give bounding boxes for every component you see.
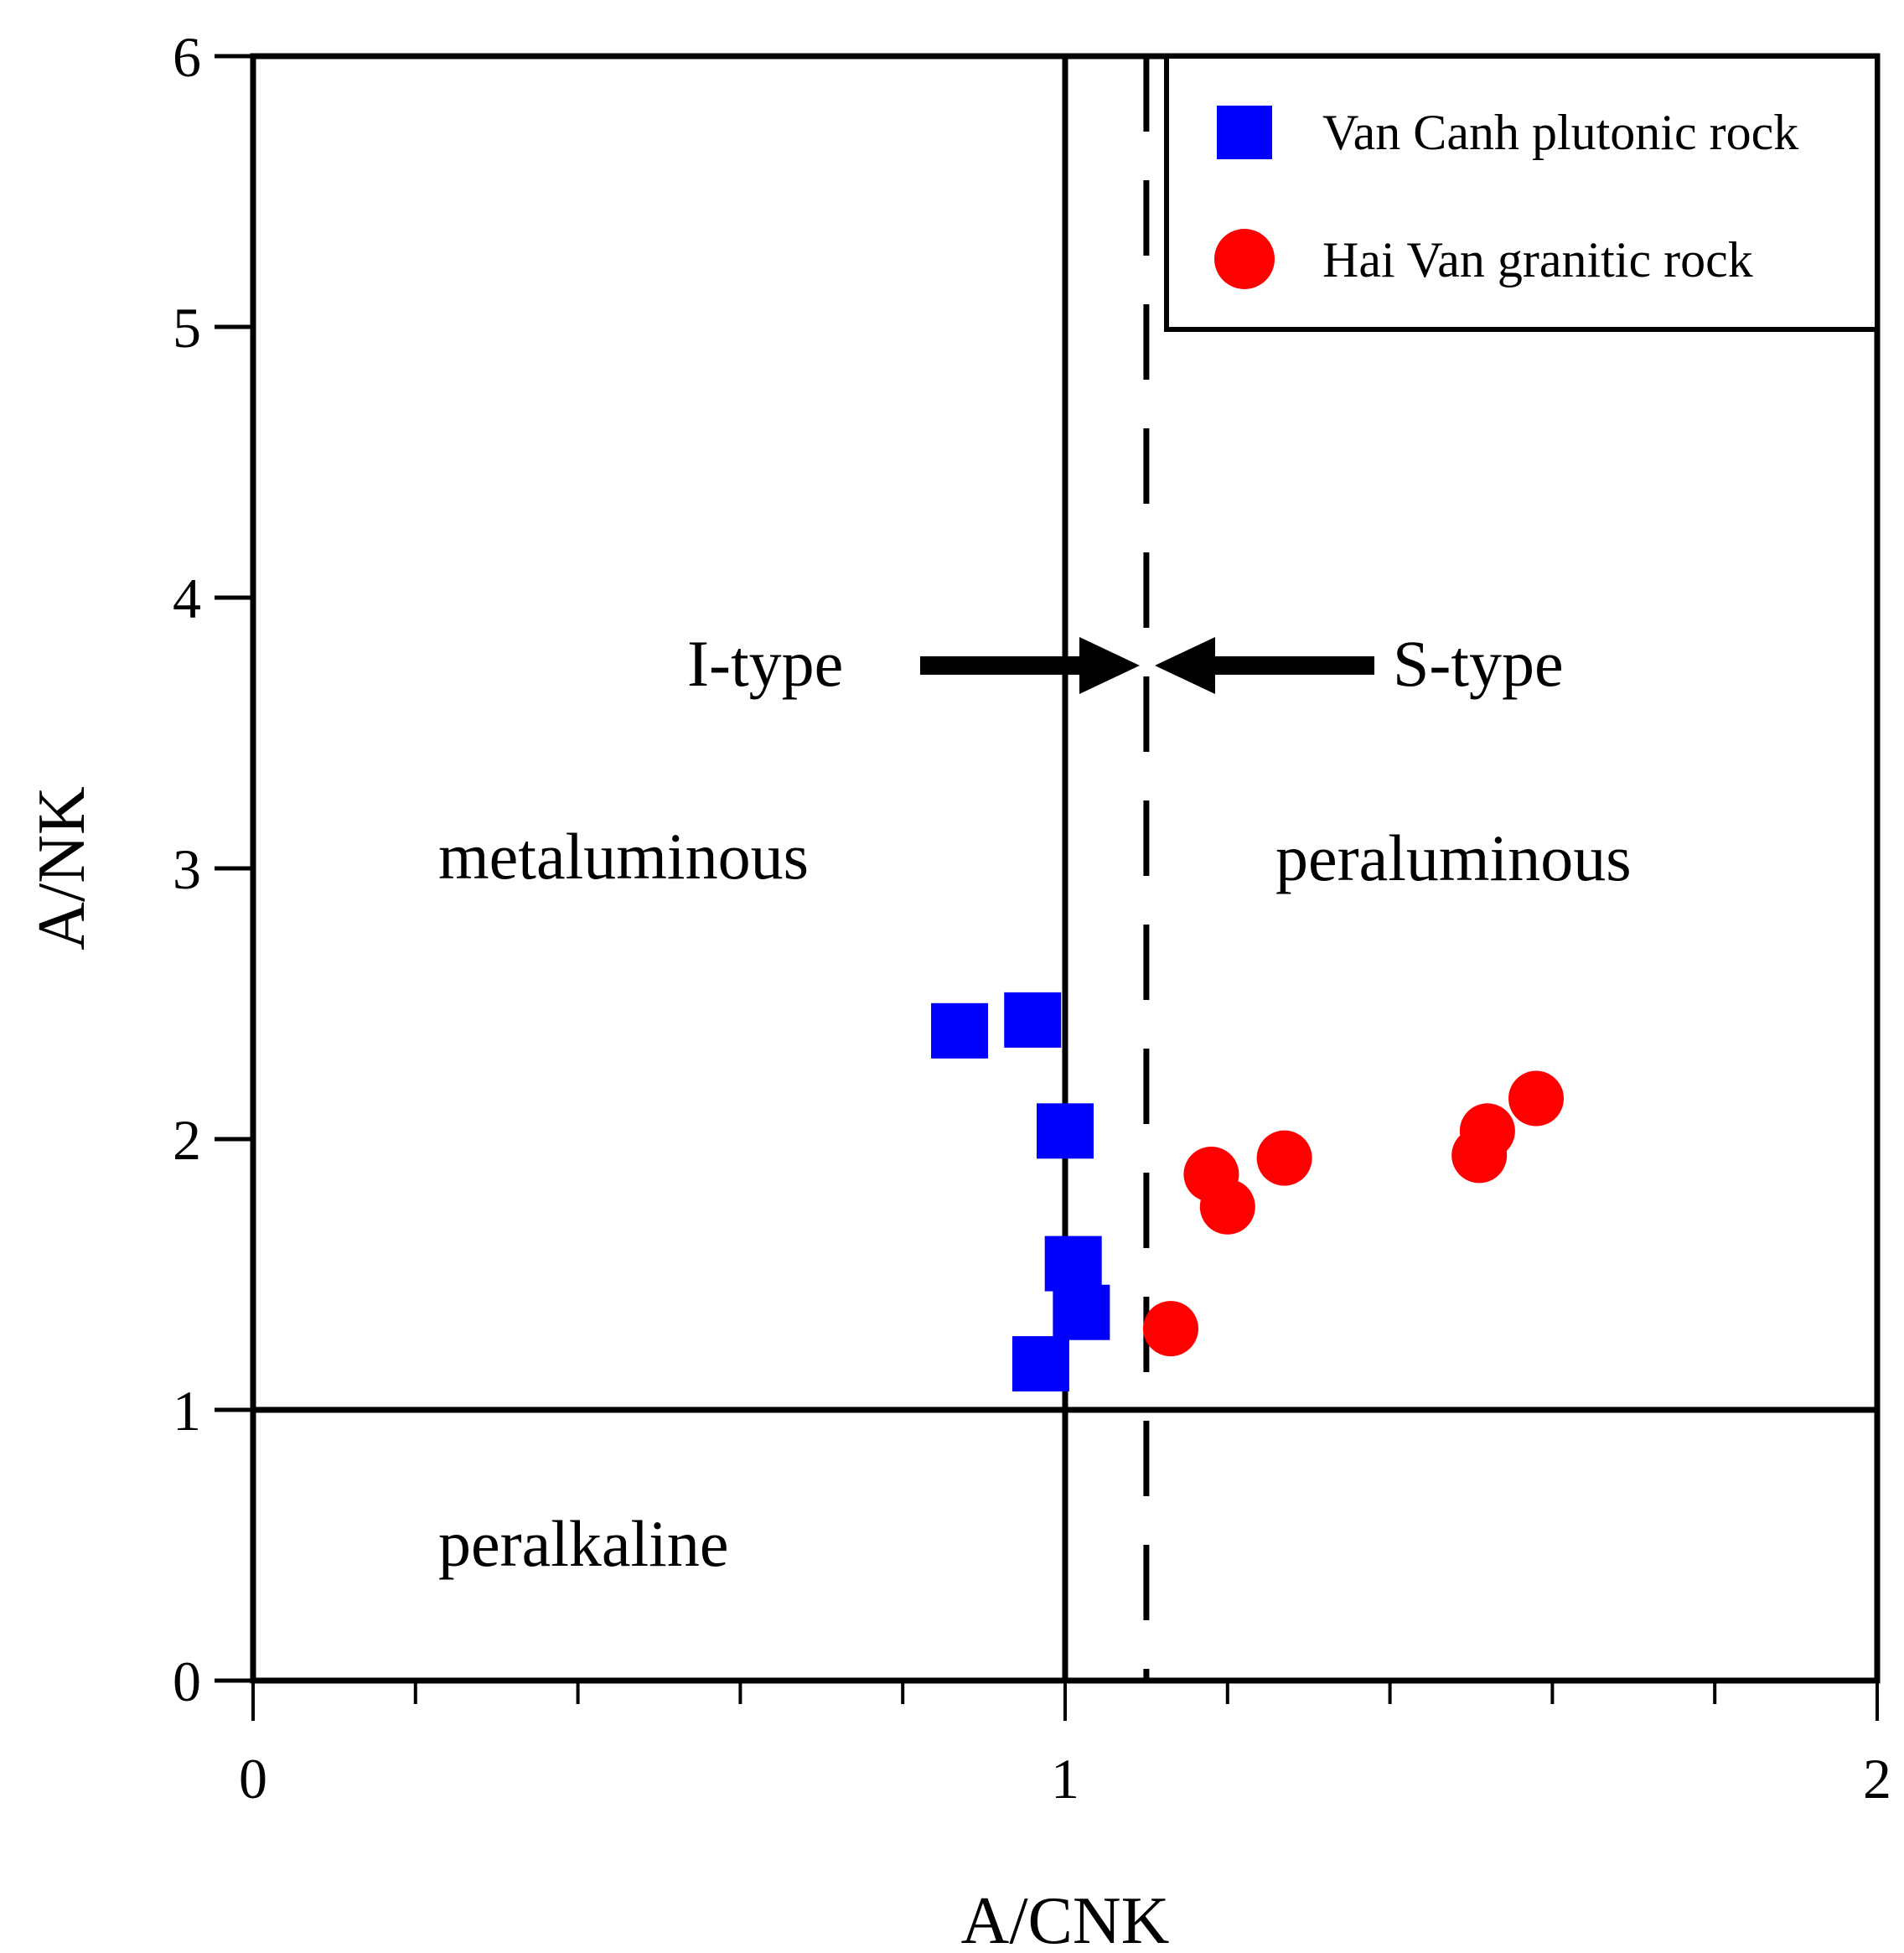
van-canh-point — [1053, 1284, 1110, 1340]
y-tick-label-0: 0 — [173, 1650, 201, 1713]
y-tick-label-6: 6 — [173, 25, 201, 89]
y-tick-label-5: 5 — [173, 296, 201, 360]
legend: Van Canh plutonic rock Hai Van granitic … — [1164, 54, 1880, 332]
y-tick-label-2: 2 — [173, 1108, 201, 1172]
y-tick-label-4: 4 — [173, 567, 201, 630]
hai-van-point — [1508, 1070, 1565, 1127]
van-canh-point — [931, 1002, 989, 1059]
hai-van-point — [1459, 1103, 1515, 1159]
y-tick-label-1: 1 — [173, 1379, 201, 1443]
s-type-label: S-type — [1393, 627, 1564, 700]
hai-van-point — [1256, 1130, 1312, 1186]
van-canh-point — [1037, 1103, 1094, 1159]
x-tick-label-2: 2 — [1863, 1747, 1891, 1811]
hai-van-point — [1199, 1179, 1255, 1235]
peraluminous-label: peraluminous — [1275, 821, 1632, 894]
van-canh-point — [1004, 992, 1062, 1048]
hai-van-point — [1142, 1301, 1198, 1357]
i-type-arrow — [920, 637, 1140, 694]
y-axis-title: A/NK — [25, 786, 99, 951]
x-axis-title: A/CNK — [961, 1884, 1170, 1953]
van-canh-point — [1012, 1336, 1069, 1392]
legend-label-hai-van: Hai Van granitic rock — [1322, 232, 1753, 288]
axis-tick-labels: 0 1 2 3 4 5 6 0 1 2 — [173, 25, 1891, 1811]
x-tick-label-0: 0 — [239, 1747, 267, 1811]
legend-marker-van-canh — [1217, 106, 1272, 159]
legend-label-van-canh: Van Canh plutonic rock — [1322, 105, 1798, 160]
x-tick-label-1: 1 — [1051, 1747, 1079, 1811]
y-tick-label-3: 3 — [173, 837, 201, 901]
legend-marker-hai-van — [1214, 229, 1275, 289]
peralkaline-label: peralkaline — [438, 1507, 728, 1580]
axis-ticks — [215, 54, 1879, 1721]
s-type-arrow — [1155, 637, 1374, 694]
legend-box — [1164, 54, 1880, 332]
i-type-label: I-type — [687, 627, 843, 700]
van-canh-point — [1044, 1236, 1102, 1292]
data-points — [931, 992, 1565, 1392]
metaluminous-label: metaluminous — [438, 820, 809, 893]
